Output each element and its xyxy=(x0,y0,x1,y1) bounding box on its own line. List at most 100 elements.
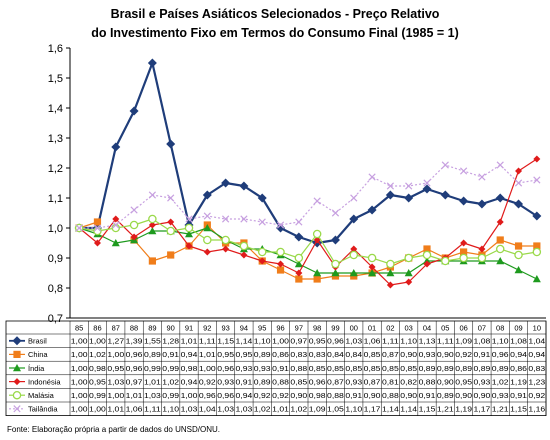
data-label: 1,00 xyxy=(71,391,88,400)
data-label: 1,14 xyxy=(400,405,417,414)
x-tick-label: 85 xyxy=(75,324,83,333)
data-point xyxy=(367,205,377,215)
data-label: 0,83 xyxy=(290,350,307,359)
data-point xyxy=(460,239,468,247)
data-point xyxy=(203,235,212,245)
x-tick-label: 03 xyxy=(405,324,413,333)
legend-entry: Brasil xyxy=(9,336,47,346)
y-tick-label: 1,4 xyxy=(48,103,63,115)
x-tick-label: 93 xyxy=(221,324,229,333)
data-point xyxy=(459,167,468,175)
legend-entry: Malásia xyxy=(9,390,55,400)
data-point xyxy=(148,227,157,235)
data-label: 0,93 xyxy=(345,377,362,386)
data-label: 0,87 xyxy=(364,377,381,386)
data-label: 0,97 xyxy=(126,377,143,386)
data-label: 1,00 xyxy=(199,364,216,373)
data-point xyxy=(477,199,487,209)
legend-marker xyxy=(12,336,22,346)
series-layer xyxy=(74,58,542,289)
data-label: 0,89 xyxy=(474,364,491,373)
data-point xyxy=(313,275,321,283)
data-point xyxy=(405,278,413,286)
data-label: 1,00 xyxy=(71,377,88,386)
data-label: 1,02 xyxy=(254,405,271,414)
y-tick-label: 0,8 xyxy=(48,283,63,295)
data-point xyxy=(386,259,395,269)
data-label: 1,03 xyxy=(217,405,234,414)
data-label: 1,55 xyxy=(144,337,161,346)
x-tick-label: 04 xyxy=(423,324,431,333)
data-point xyxy=(368,173,376,181)
data-point xyxy=(514,179,523,187)
x-tick-label: 09 xyxy=(514,324,522,333)
legend-label: China xyxy=(28,350,48,359)
data-point xyxy=(514,199,524,209)
data-label: 0,91 xyxy=(236,377,253,386)
data-label: 0,90 xyxy=(364,391,381,400)
data-label: 0,99 xyxy=(162,391,179,400)
y-tick-label: 1,2 xyxy=(48,163,63,175)
data-label: 1,03 xyxy=(345,337,362,346)
data-point xyxy=(203,212,211,220)
data-point xyxy=(404,193,414,203)
data-label: 0,96 xyxy=(199,391,216,400)
data-point xyxy=(404,269,413,277)
data-point xyxy=(385,190,395,200)
x-tick-label: 95 xyxy=(258,324,266,333)
data-point xyxy=(405,182,413,190)
y-tick-label: 1,0 xyxy=(48,223,63,235)
data-label: 0,88 xyxy=(419,377,436,386)
y-tick-label: 1,3 xyxy=(48,133,63,145)
data-label: 0,85 xyxy=(290,377,307,386)
data-label: 1,02 xyxy=(290,405,307,414)
x-tick-label: 01 xyxy=(368,324,376,333)
data-label: 0,93 xyxy=(474,377,491,386)
data-label: 1,28 xyxy=(162,337,179,346)
chart-subtitle: do Investimento Fixo em Termos do Consum… xyxy=(91,26,459,40)
data-point xyxy=(350,194,358,202)
legend-label: Índia xyxy=(28,364,45,373)
data-point xyxy=(240,251,248,259)
data-label: 0,90 xyxy=(400,350,417,359)
data-label: 0,96 xyxy=(217,391,234,400)
data-label: 0,95 xyxy=(107,364,124,373)
x-tick-label: 92 xyxy=(203,324,211,333)
data-point xyxy=(203,248,211,256)
y-tick-label: 0,7 xyxy=(48,313,63,325)
data-label: 1,00 xyxy=(89,337,106,346)
series-line xyxy=(79,227,538,280)
data-label: 1,02 xyxy=(162,377,179,386)
data-point xyxy=(514,242,523,250)
data-label: 1,17 xyxy=(474,405,491,414)
data-point xyxy=(367,253,377,263)
data-table: 85 86 87 88 89 90 91 92 93 94 95 96 97 98 99 00 01 02 03 04… xyxy=(5,320,547,416)
x-tick-label: 96 xyxy=(276,324,284,333)
data-label: 0,90 xyxy=(290,391,307,400)
data-point xyxy=(533,242,541,250)
y-tick-label: 1,1 xyxy=(48,193,63,205)
data-point xyxy=(496,257,505,265)
data-point xyxy=(130,233,138,241)
data-point xyxy=(93,218,102,226)
data-point xyxy=(148,191,157,199)
data-label: 1,11 xyxy=(437,337,454,346)
data-point xyxy=(423,179,431,187)
data-point xyxy=(276,266,285,274)
data-label: 0,95 xyxy=(217,350,234,359)
data-label: 1,02 xyxy=(492,377,509,386)
data-point xyxy=(239,241,249,251)
data-label: 1,21 xyxy=(437,405,454,414)
legend-label: Brasil xyxy=(28,337,47,346)
data-point xyxy=(368,269,377,277)
series-line xyxy=(79,221,537,280)
data-point xyxy=(495,193,505,203)
data-point xyxy=(239,181,249,191)
data-label: 1,01 xyxy=(107,405,124,414)
series-Malásia xyxy=(74,214,542,269)
data-label: 0,95 xyxy=(236,350,253,359)
data-point xyxy=(533,176,541,184)
data-point xyxy=(532,247,542,257)
data-point xyxy=(93,224,102,232)
